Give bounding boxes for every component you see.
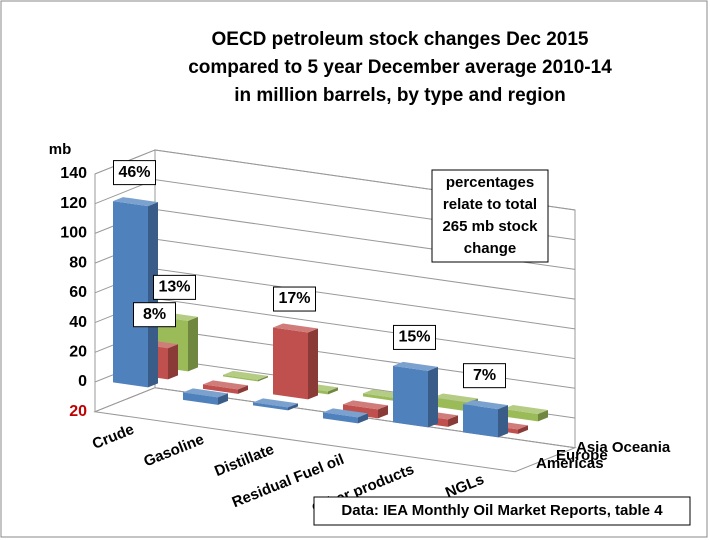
bar <box>223 370 268 382</box>
bar-top <box>183 388 228 398</box>
bar-side <box>168 344 178 380</box>
bar-side <box>188 316 198 372</box>
share-label: 46% <box>118 164 150 181</box>
bar <box>253 398 298 411</box>
series-label: Europe <box>556 447 608 464</box>
bar <box>343 400 388 419</box>
y-tick-label: 20 <box>69 343 87 360</box>
note-text: percentages <box>446 174 534 191</box>
bar-front <box>183 392 218 405</box>
share-label-box <box>393 324 436 350</box>
bar-side <box>358 413 368 424</box>
bar-side <box>308 328 318 400</box>
bar-front <box>323 412 358 424</box>
bar <box>273 323 318 400</box>
y-tick-label: 0 <box>78 373 87 390</box>
bar-front <box>393 365 428 428</box>
bar-top <box>433 393 478 403</box>
grid-line <box>94 387 576 449</box>
bar-front <box>433 397 468 412</box>
y-tick-label: 20 <box>69 403 87 420</box>
y-tick-label: 140 <box>60 165 87 182</box>
source-box <box>313 496 691 526</box>
bar-front <box>113 201 148 388</box>
bar-side <box>498 405 508 438</box>
bar-top <box>343 400 388 410</box>
bar <box>463 400 508 438</box>
bar-side <box>288 403 298 411</box>
bar-side <box>428 366 438 428</box>
bar-front <box>273 327 308 400</box>
note-text: relate to total <box>443 196 537 213</box>
bar <box>183 388 228 405</box>
share-label-box <box>463 363 506 389</box>
y-tick-label: 80 <box>69 254 87 271</box>
bar-front <box>503 408 538 422</box>
share-label: 8% <box>143 306 166 323</box>
share-label: 17% <box>278 290 310 307</box>
bar <box>503 404 548 422</box>
y-tick-label: 100 <box>60 225 87 242</box>
bar-front <box>343 404 378 419</box>
bar-front <box>253 402 288 411</box>
bar <box>203 380 248 394</box>
bar-top <box>203 380 248 390</box>
bar-top <box>393 361 438 371</box>
series-label: Americas <box>536 455 604 472</box>
bar-side <box>258 375 268 382</box>
bar <box>393 361 438 428</box>
share-label-box <box>273 286 316 312</box>
y-tick-label: 120 <box>60 195 87 212</box>
share-label-box <box>153 274 196 300</box>
bar-side <box>218 393 228 405</box>
y-tick-label: 60 <box>69 284 87 301</box>
bar-top <box>223 370 268 380</box>
note-box <box>431 169 549 263</box>
y-tick-label: 40 <box>69 314 87 331</box>
share-label: 15% <box>398 329 430 346</box>
bar <box>113 197 158 388</box>
bar-side <box>378 405 388 419</box>
bar-front <box>463 404 498 438</box>
bar-side <box>518 425 528 434</box>
bar-top <box>503 404 548 414</box>
bar-side <box>538 409 548 422</box>
bar <box>323 408 368 424</box>
bar-top <box>253 398 298 408</box>
share-label-box <box>113 160 156 186</box>
chart-title: OECD petroleum stock changes Dec 2015 <box>212 29 589 50</box>
source-text: Data: IEA Monthly Oil Market Reports, ta… <box>341 502 663 519</box>
y-axis-label: mb <box>49 141 72 158</box>
share-label: 7% <box>473 367 496 384</box>
share-label-box <box>133 302 176 328</box>
bar-top <box>323 408 368 418</box>
bar-front <box>203 384 238 394</box>
share-label: 13% <box>158 279 190 296</box>
bar-front <box>363 393 398 402</box>
note-text: 265 mb stock <box>442 218 538 235</box>
bar-front <box>223 374 258 382</box>
note-text: change <box>464 240 517 257</box>
chart-title: compared to 5 year December average 2010… <box>188 57 612 78</box>
bar-side <box>448 415 458 427</box>
bar-top <box>113 197 158 207</box>
bar-side <box>238 385 248 394</box>
bar-top <box>273 323 318 333</box>
chart-title: in million barrels, by type and region <box>234 85 566 106</box>
bar-top <box>463 400 508 410</box>
series-label: Asia Oceania <box>576 439 671 456</box>
bar-side <box>328 387 338 395</box>
